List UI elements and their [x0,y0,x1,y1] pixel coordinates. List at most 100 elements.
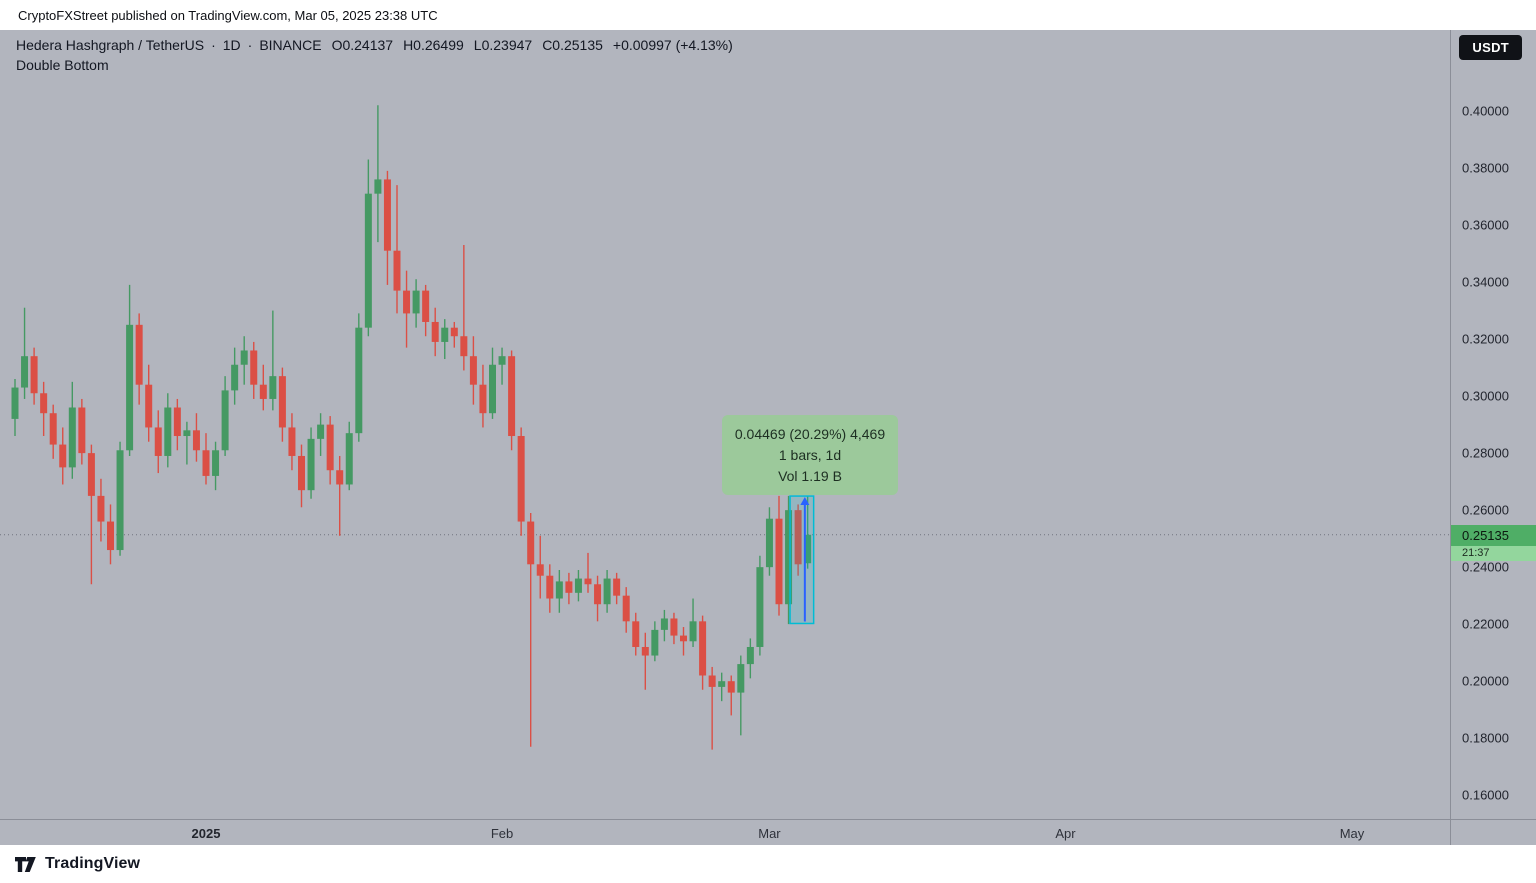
candle-body [765,518,773,568]
candle-body [192,430,200,451]
candle-body [345,433,353,485]
candle-body [737,664,745,693]
separator-dot: · [247,37,253,53]
candle-body [680,635,687,642]
price-axis-label: 0.28000 [1462,445,1509,461]
time-axis-label: Mar [758,826,781,841]
candle-body [259,384,267,399]
chart-legend: Hedera Hashgraph / TetherUS · 1D · BINAN… [16,37,733,53]
currency-badge[interactable]: USDT [1459,35,1522,60]
candle-body [708,675,716,687]
ohlc-change: +0.00997 (+4.13%) [612,37,733,53]
symbol-title[interactable]: Hedera Hashgraph / TetherUS [16,37,205,53]
candle-body [699,621,707,676]
candle-body [536,564,544,576]
tradingview-brand[interactable]: TradingView [45,855,141,872]
candle-body [469,356,477,385]
candle-body [21,356,29,388]
candle-body [97,495,105,522]
footer: TradingView [0,845,1536,883]
separator-dot: · [211,37,216,53]
candle-body [383,179,391,251]
candle-body [231,364,239,391]
measure-selection-box[interactable] [789,495,815,625]
candle-body [135,324,143,385]
candle-body [594,584,602,605]
candle-body [164,407,172,456]
candle-body [298,455,305,491]
candle-body [364,193,372,328]
candle-body [498,356,506,365]
price-axis-label: 0.38000 [1462,160,1509,176]
candle-body [126,324,134,451]
last-price-label: 0.25135 21:37 [1451,524,1536,561]
candle-body [173,407,181,437]
chart-area[interactable]: Hedera Hashgraph / TetherUS · 1D · BINAN… [0,30,1536,845]
candle-body [574,578,582,593]
pattern-label[interactable]: Double Bottom [16,57,109,73]
candle-body [613,578,621,596]
attribution-bar: CryptoFXStreet published on TradingView.… [0,0,1536,30]
candle-body [622,595,630,622]
measure-arrow-head-icon [800,497,810,506]
time-axis[interactable]: 2025 Feb Mar Apr May [0,819,1536,845]
time-axis-label: Feb [490,826,514,841]
candle-body [584,578,592,585]
measure-change-line: 0.04469 (20.29%) 4,469 [734,426,886,442]
candle-body [59,444,67,468]
candle-body [307,438,315,491]
exchange-label: BINANCE [259,37,322,53]
candle-body [555,581,563,599]
price-axis[interactable]: 0.40000 0.38000 0.36000 0.34000 0.32000 0.300… [1451,30,1536,819]
candle-body [603,578,611,605]
price-axis-label: 0.36000 [1462,217,1509,233]
candle-body [11,387,19,419]
candle-body [660,618,668,630]
ohlc-high: H0.26499 [403,37,464,53]
candle-body [278,376,286,428]
candle-body [775,518,783,605]
candle-body [412,290,420,314]
candle-body [756,567,764,647]
ohlc-low: L0.23947 [473,37,533,53]
candle-body [269,376,277,399]
candle-body [508,356,516,437]
price-axis-label: 0.20000 [1462,673,1509,689]
price-axis-label: 0.24000 [1462,559,1509,575]
price-axis-label: 0.26000 [1462,502,1509,518]
ohlc-open: O0.24137 [331,37,394,53]
candle-body [651,629,659,656]
candle-body [145,384,153,428]
interval-label[interactable]: 1D [222,37,241,53]
measure-tooltip: 0.04469 (20.29%) 4,469 1 bars, 1d Vol 1.… [722,415,898,495]
candle-body [460,336,468,357]
candle-body [68,407,76,468]
candle-body [374,179,382,194]
candle-body [288,427,296,456]
candle-body [670,618,678,636]
candle-body [450,327,458,337]
candle-body [632,621,640,647]
candle-body [403,290,411,314]
candle-body [49,413,57,445]
candle-body [326,424,334,471]
candle-body [221,390,229,451]
candle-body [240,350,248,365]
price-axis-label: 0.30000 [1462,388,1509,404]
price-axis-label: 0.16000 [1462,787,1509,803]
candle-body [40,393,48,414]
candle-body [431,321,439,342]
candle-body [393,250,401,291]
price-axis-label: 0.34000 [1462,274,1509,290]
tradingview-logo[interactable] [14,856,37,873]
candle-body [489,364,496,414]
bar-countdown: 21:37 [1451,545,1536,561]
attribution-text: CryptoFXStreet published on TradingView.… [18,7,438,23]
candle-body [565,581,573,593]
candle-body [517,436,525,522]
candle-body [479,384,487,414]
candlestick-plot[interactable] [0,30,1536,845]
candle-body [355,327,363,434]
price-axis-label: 0.18000 [1462,730,1509,746]
candle-body [183,430,191,437]
